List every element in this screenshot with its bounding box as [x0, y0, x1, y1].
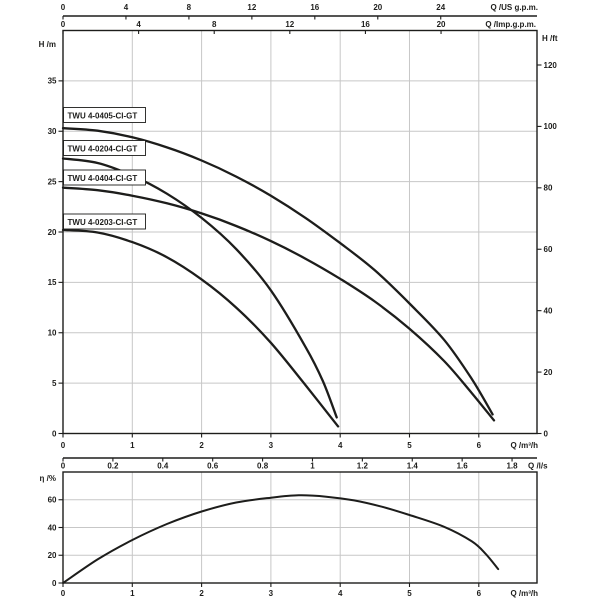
q-ls-tick-label: 1.4	[407, 462, 419, 471]
h-ft-axis-title: H /ft	[542, 34, 558, 43]
efficiency-gridlines	[63, 472, 537, 583]
q-usgpm-tick-label: 8	[187, 3, 192, 12]
q-m3h-tick-label: 0	[61, 589, 66, 598]
h-ft-tick-label: 100	[544, 122, 558, 131]
axis-q-m3h-main: 0 1 2 3 4 5 6 Q /m³/h	[61, 433, 538, 450]
h-m-tick-label: 30	[48, 127, 57, 136]
q-m3h-tick-label: 2	[199, 441, 204, 450]
h-ft-tick-label: 120	[544, 61, 558, 70]
pump-curve-twu-4-0203-ci-gt	[61, 228, 340, 428]
eta-tick-label: 60	[48, 496, 57, 505]
h-ft-tick-label: 60	[544, 245, 553, 254]
q-impgpm-tick-label: 20	[437, 20, 446, 29]
q-m3h-tick-label: 4	[338, 589, 343, 598]
q-ls-tick-label: 0.6	[207, 462, 219, 471]
h-ft-tick-label: 0	[544, 429, 549, 438]
q-usgpm-tick-label: 0	[61, 3, 66, 12]
h-m-tick-label: 35	[48, 77, 57, 86]
q-m3h-tick-label: 5	[407, 589, 412, 598]
axis-eta: 0 20 40 60 η /%	[40, 474, 63, 588]
pump-curve-twu-4-0405-ci-gt	[61, 127, 494, 416]
curve-label: TWU 4-0404-CI-GT	[68, 174, 138, 183]
h-m-tick-label: 15	[48, 278, 57, 287]
q-ls-tick-label: 0	[61, 462, 66, 471]
q-ls-tick-label: 1.6	[457, 462, 469, 471]
axis-h-ft: 0 20 40 60 80 100 120 H /ft	[537, 34, 558, 438]
eta-tick-label: 40	[48, 523, 57, 532]
curve-label: TWU 4-0204-CI-GT	[68, 145, 138, 154]
q-usgpm-tick-label: 24	[436, 3, 445, 12]
pump-curve-twu-4-0404-ci-gt	[61, 186, 496, 422]
efficiency-curve	[62, 494, 500, 584]
q-ls-tick-label: 1	[310, 462, 315, 471]
curve-label: TWU 4-0203-CI-GT	[68, 218, 138, 227]
q-impgpm-tick-label: 8	[212, 20, 217, 29]
eta-tick-label: 0	[52, 579, 57, 588]
q-impgpm-tick-label: 12	[285, 20, 294, 29]
q-m3h-tick-label: 4	[338, 441, 343, 450]
main-chart: TWU 4-0405-CI-GT TWU 4-0204-CI-GT TWU 4-04…	[39, 3, 558, 471]
q-m3h-tick-label: 2	[199, 589, 204, 598]
q-usgpm-tick-label: 4	[124, 3, 129, 12]
q-ls-tick-label: 1.2	[357, 462, 369, 471]
q-ls-tick-label: 1.8	[506, 462, 518, 471]
h-ft-tick-label: 20	[544, 368, 553, 377]
h-m-tick-label: 10	[48, 329, 57, 338]
curve-label: TWU 4-0405-CI-GT	[68, 112, 138, 121]
q-impgpm-tick-label: 16	[361, 20, 370, 29]
q-impgpm-tick-label: 4	[136, 20, 141, 29]
q-m3h-tick-label: 5	[407, 441, 412, 450]
main-gridlines	[63, 30, 537, 434]
q-usgpm-axis-title: Q /US g.p.m.	[490, 3, 538, 12]
h-m-tick-label: 5	[52, 379, 57, 388]
axis-h-m: 0 5 10 15 20 25 30 35 H /m	[39, 40, 63, 438]
q-impgpm-axis-title: Q /Imp.g.p.m.	[485, 20, 536, 29]
q-usgpm-tick-label: 16	[310, 3, 319, 12]
pump-curve-twu-4-0204-ci-gt	[61, 157, 338, 419]
q-ls-tick-label: 0.2	[107, 462, 119, 471]
eta-tick-label: 20	[48, 551, 57, 560]
eta-axis-title: η /%	[40, 474, 56, 483]
q-m3h-tick-label: 6	[477, 441, 482, 450]
q-usgpm-tick-label: 12	[247, 3, 256, 12]
q-m3h-tick-label: 3	[269, 589, 274, 598]
q-m3h-tick-label: 3	[269, 441, 274, 450]
q-impgpm-tick-label: 0	[61, 20, 66, 29]
q-m3h-tick-label: 6	[477, 589, 482, 598]
q-usgpm-tick-label: 20	[373, 3, 382, 12]
q-ls-tick-label: 0.4	[157, 462, 169, 471]
efficiency-chart: 0 20 40 60 η /% 0 1 2 3 4 5 6 Q /m³/h	[40, 471, 538, 598]
axis-q-usgpm: 0 4 8 12 16 20 24 Q /US g.p.m.	[61, 3, 538, 20]
axis-q-ls: 0 0.2 0.4 0.6 0.8 1 1.2 1.4 1.6 1.8 Q /l/s	[61, 457, 548, 471]
q-m3h-tick-label: 1	[130, 589, 135, 598]
curve-labels: TWU 4-0405-CI-GT TWU 4-0204-CI-GT TWU 4-04…	[63, 107, 146, 230]
q-m3h-axis-title: Q /m³/h	[510, 441, 538, 450]
h-ft-tick-label: 40	[544, 306, 553, 315]
axis-q-impgpm: 0 4 8 12 16 20 Q /Imp.g.p.m.	[61, 20, 536, 34]
q-m3h-axis-title: Q /m³/h	[510, 589, 538, 598]
q-ls-axis-title: Q /l/s	[528, 462, 548, 471]
q-m3h-tick-label: 0	[61, 441, 66, 450]
q-m3h-tick-label: 1	[130, 441, 135, 450]
h-m-tick-label: 0	[52, 429, 57, 438]
q-ls-tick-label: 0.8	[257, 462, 269, 471]
pump-curves	[61, 127, 496, 428]
h-m-tick-label: 25	[48, 177, 57, 186]
h-m-tick-label: 20	[48, 228, 57, 237]
h-ft-tick-label: 80	[544, 184, 553, 193]
axis-q-m3h-efficiency: 0 1 2 3 4 5 6 Q /m³/h	[61, 583, 538, 598]
h-m-axis-title: H /m	[39, 40, 56, 49]
